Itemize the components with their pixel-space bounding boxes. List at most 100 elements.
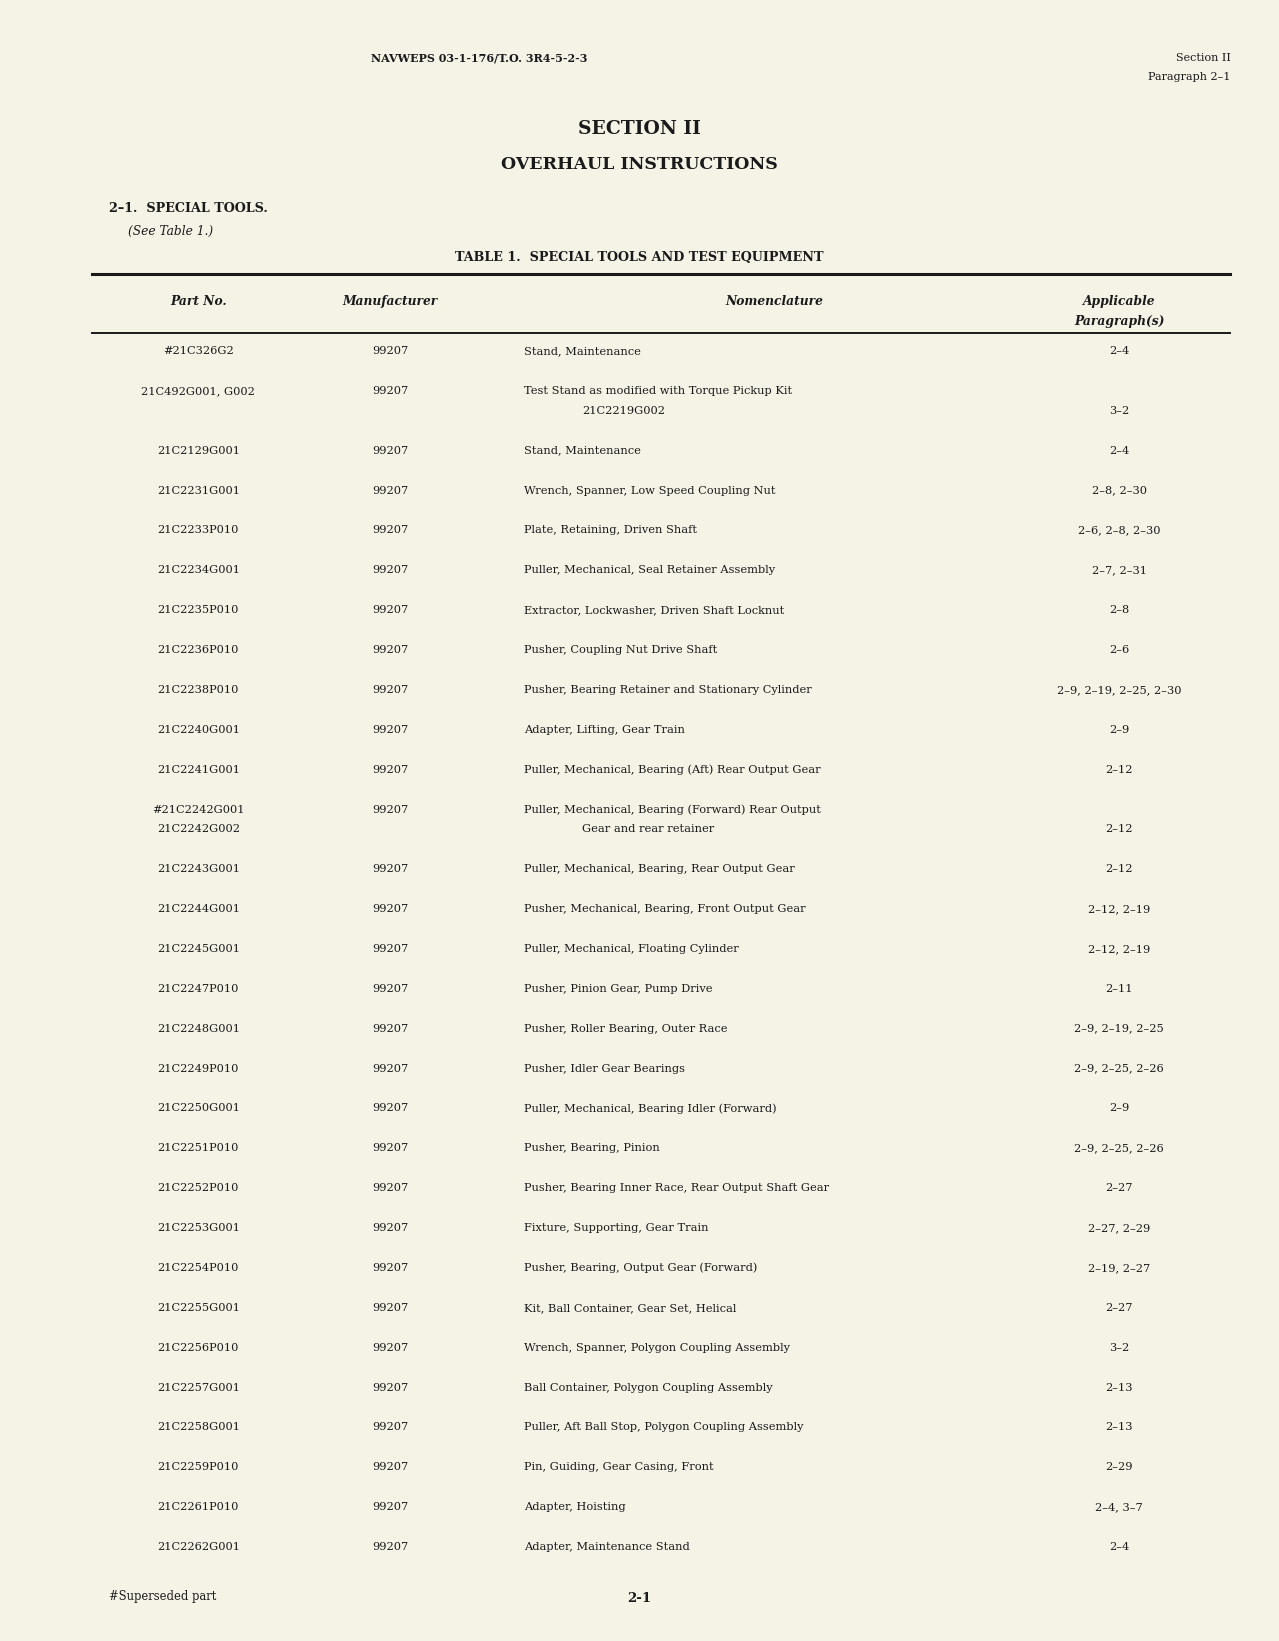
Text: 21C2257G001: 21C2257G001 — [157, 1382, 239, 1393]
Text: 21C2245G001: 21C2245G001 — [157, 944, 239, 953]
Text: 2–4, 3–7: 2–4, 3–7 — [1095, 1502, 1143, 1511]
Text: Puller, Mechanical, Floating Cylinder: Puller, Mechanical, Floating Cylinder — [524, 944, 739, 953]
Text: 21C2241G001: 21C2241G001 — [157, 765, 239, 775]
Text: Adapter, Lifting, Gear Train: Adapter, Lifting, Gear Train — [524, 725, 686, 735]
Text: Wrench, Spanner, Low Speed Coupling Nut: Wrench, Spanner, Low Speed Coupling Nut — [524, 486, 776, 496]
Text: 2–12: 2–12 — [1105, 824, 1133, 834]
Text: Plate, Retaining, Driven Shaft: Plate, Retaining, Driven Shaft — [524, 525, 697, 535]
Text: 2–4: 2–4 — [1109, 446, 1129, 456]
Text: Nomenclature: Nomenclature — [725, 295, 822, 309]
Text: Test Stand as modified with Torque Pickup Kit: Test Stand as modified with Torque Picku… — [524, 386, 793, 395]
Text: Gear and rear retainer: Gear and rear retainer — [582, 824, 714, 834]
Text: 99207: 99207 — [372, 804, 408, 814]
Text: 99207: 99207 — [372, 1382, 408, 1393]
Text: 2–27: 2–27 — [1105, 1303, 1133, 1313]
Text: 99207: 99207 — [372, 446, 408, 456]
Text: 21C492G001, G002: 21C492G001, G002 — [141, 386, 256, 395]
Text: Pusher, Bearing, Output Gear (Forward): Pusher, Bearing, Output Gear (Forward) — [524, 1264, 757, 1273]
Text: 2–4: 2–4 — [1109, 346, 1129, 356]
Text: 2–12: 2–12 — [1105, 865, 1133, 875]
Text: Paragraph(s): Paragraph(s) — [1074, 315, 1164, 328]
Text: 99207: 99207 — [372, 1063, 408, 1073]
Text: OVERHAUL INSTRUCTIONS: OVERHAUL INSTRUCTIONS — [501, 156, 778, 172]
Text: 21C2252P010: 21C2252P010 — [157, 1183, 239, 1193]
Text: 2–27: 2–27 — [1105, 1183, 1133, 1193]
Text: 21C2258G001: 21C2258G001 — [157, 1423, 239, 1433]
Text: 99207: 99207 — [372, 486, 408, 496]
Text: #21C326G2: #21C326G2 — [162, 346, 234, 356]
Text: Puller, Mechanical, Bearing (Aft) Rear Output Gear: Puller, Mechanical, Bearing (Aft) Rear O… — [524, 765, 821, 775]
Text: Kit, Ball Container, Gear Set, Helical: Kit, Ball Container, Gear Set, Helical — [524, 1303, 737, 1313]
Text: Stand, Maintenance: Stand, Maintenance — [524, 446, 641, 456]
Text: Part No.: Part No. — [170, 295, 226, 309]
Text: 2–9, 2–25, 2–26: 2–9, 2–25, 2–26 — [1074, 1144, 1164, 1154]
Text: 99207: 99207 — [372, 386, 408, 395]
Text: 2–9: 2–9 — [1109, 725, 1129, 735]
Text: 21C2236P010: 21C2236P010 — [157, 645, 239, 655]
Text: 21C2242G002: 21C2242G002 — [157, 824, 239, 834]
Text: 99207: 99207 — [372, 606, 408, 615]
Text: 99207: 99207 — [372, 1462, 408, 1472]
Text: 21C2247P010: 21C2247P010 — [157, 983, 239, 994]
Text: 2–8, 2–30: 2–8, 2–30 — [1091, 486, 1147, 496]
Text: 21C2253G001: 21C2253G001 — [157, 1223, 239, 1232]
Text: 21C2255G001: 21C2255G001 — [157, 1303, 239, 1313]
Text: 21C2233P010: 21C2233P010 — [157, 525, 239, 535]
Text: 99207: 99207 — [372, 1423, 408, 1433]
Text: 21C2259P010: 21C2259P010 — [157, 1462, 239, 1472]
Text: Puller, Mechanical, Bearing (Forward) Rear Output: Puller, Mechanical, Bearing (Forward) Re… — [524, 804, 821, 816]
Text: Pusher, Bearing Retainer and Stationary Cylinder: Pusher, Bearing Retainer and Stationary … — [524, 684, 812, 694]
Text: 99207: 99207 — [372, 725, 408, 735]
Text: 2–9: 2–9 — [1109, 1103, 1129, 1113]
Text: Pusher, Idler Gear Bearings: Pusher, Idler Gear Bearings — [524, 1063, 686, 1073]
Text: 21C2261P010: 21C2261P010 — [157, 1502, 239, 1511]
Text: 21C2129G001: 21C2129G001 — [157, 446, 239, 456]
Text: Ball Container, Polygon Coupling Assembly: Ball Container, Polygon Coupling Assembl… — [524, 1382, 773, 1393]
Text: Section II: Section II — [1175, 53, 1230, 62]
Text: 21C2243G001: 21C2243G001 — [157, 865, 239, 875]
Text: 2-1: 2-1 — [628, 1592, 651, 1605]
Text: Pusher, Mechanical, Bearing, Front Output Gear: Pusher, Mechanical, Bearing, Front Outpu… — [524, 904, 806, 914]
Text: 2–6, 2–8, 2–30: 2–6, 2–8, 2–30 — [1078, 525, 1160, 535]
Text: 2–27, 2–29: 2–27, 2–29 — [1088, 1223, 1150, 1232]
Text: 99207: 99207 — [372, 565, 408, 576]
Text: 99207: 99207 — [372, 1543, 408, 1552]
Text: 2–12, 2–19: 2–12, 2–19 — [1088, 944, 1150, 953]
Text: 21C2250G001: 21C2250G001 — [157, 1103, 239, 1113]
Text: 2–7, 2–31: 2–7, 2–31 — [1091, 565, 1147, 576]
Text: Pusher, Bearing, Pinion: Pusher, Bearing, Pinion — [524, 1144, 660, 1154]
Text: 99207: 99207 — [372, 1502, 408, 1511]
Text: #Superseded part: #Superseded part — [109, 1590, 216, 1603]
Text: 2–19, 2–27: 2–19, 2–27 — [1088, 1264, 1150, 1273]
Text: Puller, Mechanical, Seal Retainer Assembly: Puller, Mechanical, Seal Retainer Assemb… — [524, 565, 775, 576]
Text: 2–8: 2–8 — [1109, 606, 1129, 615]
Text: 2–29: 2–29 — [1105, 1462, 1133, 1472]
Text: 21C2244G001: 21C2244G001 — [157, 904, 239, 914]
Text: 21C2249P010: 21C2249P010 — [157, 1063, 239, 1073]
Text: 99207: 99207 — [372, 1223, 408, 1232]
Text: 99207: 99207 — [372, 1103, 408, 1113]
Text: 21C2238P010: 21C2238P010 — [157, 684, 239, 694]
Text: Pusher, Coupling Nut Drive Shaft: Pusher, Coupling Nut Drive Shaft — [524, 645, 718, 655]
Text: 99207: 99207 — [372, 645, 408, 655]
Text: Fixture, Supporting, Gear Train: Fixture, Supporting, Gear Train — [524, 1223, 709, 1232]
Text: 2–9, 2–19, 2–25: 2–9, 2–19, 2–25 — [1074, 1024, 1164, 1034]
Text: 21C2234G001: 21C2234G001 — [157, 565, 239, 576]
Text: 99207: 99207 — [372, 1144, 408, 1154]
Text: 2–12: 2–12 — [1105, 765, 1133, 775]
Text: Pusher, Roller Bearing, Outer Race: Pusher, Roller Bearing, Outer Race — [524, 1024, 728, 1034]
Text: 21C2262G001: 21C2262G001 — [157, 1543, 239, 1552]
Text: 99207: 99207 — [372, 1303, 408, 1313]
Text: 2–1.  SPECIAL TOOLS.: 2–1. SPECIAL TOOLS. — [109, 202, 267, 215]
Text: Pusher, Pinion Gear, Pump Drive: Pusher, Pinion Gear, Pump Drive — [524, 983, 712, 994]
Text: Stand, Maintenance: Stand, Maintenance — [524, 346, 641, 356]
Text: Puller, Mechanical, Bearing, Rear Output Gear: Puller, Mechanical, Bearing, Rear Output… — [524, 865, 796, 875]
Text: 21C2251P010: 21C2251P010 — [157, 1144, 239, 1154]
Text: 99207: 99207 — [372, 1024, 408, 1034]
Text: 2–6: 2–6 — [1109, 645, 1129, 655]
Text: 99207: 99207 — [372, 1342, 408, 1352]
Text: Manufacturer: Manufacturer — [343, 295, 437, 309]
Text: 2–9, 2–25, 2–26: 2–9, 2–25, 2–26 — [1074, 1063, 1164, 1073]
Text: 99207: 99207 — [372, 765, 408, 775]
Text: Adapter, Hoisting: Adapter, Hoisting — [524, 1502, 625, 1511]
